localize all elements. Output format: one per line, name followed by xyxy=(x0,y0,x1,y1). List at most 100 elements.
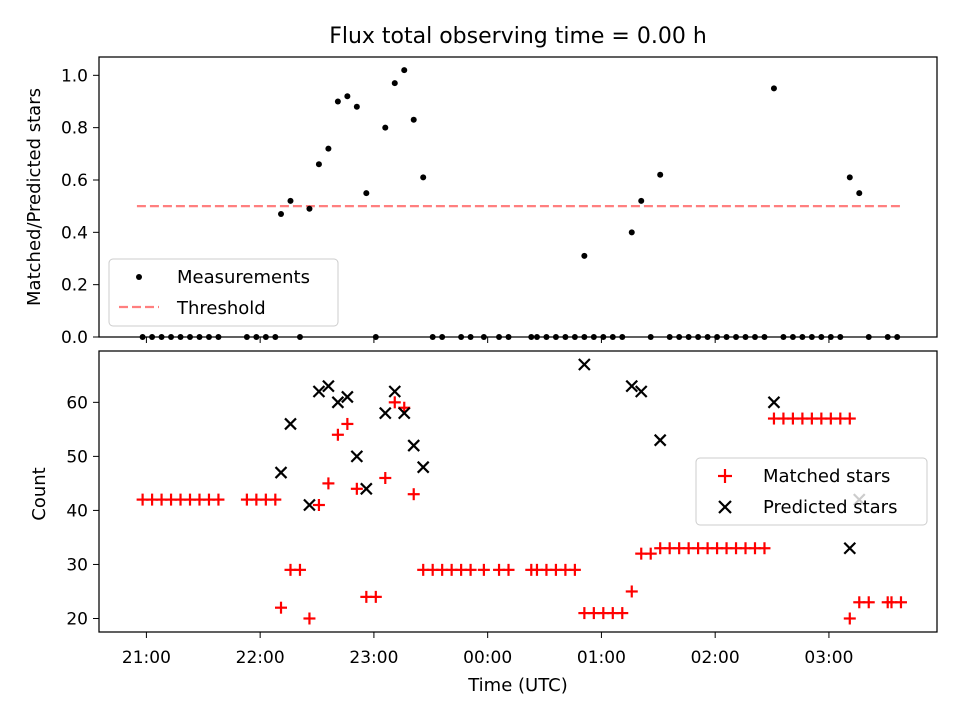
predicted-star-point xyxy=(407,439,421,452)
bottom-legend: Matched stars Predicted stars xyxy=(695,457,928,526)
bottom-y-axis-label: Count xyxy=(29,467,50,520)
measurement-point xyxy=(306,205,313,212)
bottom-y-tick-label: 20 xyxy=(66,609,88,629)
predicted-star-point xyxy=(284,417,297,431)
matched-star-point xyxy=(616,607,629,620)
legend-measurements-marker xyxy=(136,274,142,280)
predicted-star-point xyxy=(379,406,392,420)
measurement-point xyxy=(410,116,417,123)
bottom-y-tick-label: 50 xyxy=(66,447,88,467)
predicted-star-point xyxy=(331,396,345,409)
legend-matched-marker xyxy=(718,469,732,483)
top-y-tick-label: 0.6 xyxy=(61,171,88,191)
legend-predicted-label: Predicted stars xyxy=(763,497,897,518)
bottom-y-tick-label: 40 xyxy=(66,501,88,521)
bottom-markers xyxy=(136,358,907,625)
chart-title: Flux total observing time = 0.00 h xyxy=(329,24,707,49)
matched-star-point xyxy=(464,563,477,576)
predicted-star-point xyxy=(767,396,781,409)
x-tick-label: 03:00 xyxy=(804,648,853,668)
predicted-star-point xyxy=(341,390,354,404)
measurement-point xyxy=(315,161,322,168)
predicted-star-point xyxy=(360,482,373,496)
measurement-point xyxy=(353,103,360,110)
x-tick-label: 01:00 xyxy=(577,648,626,668)
x-tick-label: 21:00 xyxy=(122,648,171,668)
top-y-tick-label: 0.4 xyxy=(61,223,88,243)
top-panel: 0.0 0.2 0.4 0.6 0.8 1.0 Matched/Predicted sta… xyxy=(24,56,938,348)
x-axis-label: Time (UTC) xyxy=(467,675,568,696)
matched-star-point xyxy=(843,412,856,425)
measurement-point xyxy=(856,190,863,197)
predicted-star-point xyxy=(578,358,591,371)
matched-star-point xyxy=(625,585,638,598)
predicted-star-point xyxy=(625,379,639,393)
legend-threshold-label: Threshold xyxy=(176,298,266,319)
measurement-point xyxy=(278,211,285,218)
matched-star-point xyxy=(341,417,354,430)
matched-star-point xyxy=(212,493,225,506)
matched-star-point xyxy=(843,612,856,625)
measurement-point xyxy=(638,197,645,204)
bottom-y-tick-label: 60 xyxy=(66,393,88,413)
bottom-y-tick-label: 30 xyxy=(66,555,88,575)
matched-star-point xyxy=(275,601,288,614)
top-x-ticks xyxy=(145,337,830,343)
predicted-star-point xyxy=(416,460,430,474)
predicted-star-point xyxy=(322,379,335,393)
measurement-point xyxy=(401,67,408,74)
predicted-star-point xyxy=(653,433,667,447)
measurement-point xyxy=(770,85,777,92)
predicted-star-point xyxy=(350,450,364,463)
legend-measurements-label: Measurements xyxy=(177,267,310,288)
measurement-point xyxy=(325,145,332,152)
matched-star-point xyxy=(303,612,316,625)
measurement-point xyxy=(846,174,853,181)
predicted-star-point xyxy=(397,406,411,420)
bottom-panel: 20 30 40 50 60 21:00 22:00 23:00 00:00 01:00 02:0… xyxy=(29,350,938,696)
top-y-ticks: 0.0 0.2 0.4 0.6 0.8 1.0 xyxy=(61,66,99,348)
predicted-star-point xyxy=(843,541,857,555)
matched-star-point xyxy=(369,590,382,603)
x-tick-label: 22:00 xyxy=(236,648,285,668)
bottom-legend-box xyxy=(695,457,928,526)
measurement-point xyxy=(363,190,370,197)
x-tick-label: 23:00 xyxy=(349,648,398,668)
matched-star-point xyxy=(379,471,392,484)
measurement-point xyxy=(382,124,389,131)
measurement-point xyxy=(628,229,635,236)
top-legend: Measurements Threshold xyxy=(108,258,339,327)
x-tick-label: 00:00 xyxy=(463,648,512,668)
top-y-tick-label: 1.0 xyxy=(61,66,88,86)
matched-star-point xyxy=(331,428,344,441)
top-y-axis-label: Matched/Predicted stars xyxy=(24,88,45,306)
matched-star-point xyxy=(269,493,282,506)
predicted-star-point xyxy=(634,385,648,398)
legend-predicted-marker xyxy=(718,500,732,514)
measurement-point xyxy=(334,98,341,105)
matched-star-point xyxy=(293,563,306,576)
x-tick-label: 02:00 xyxy=(691,648,740,668)
matched-star-point xyxy=(322,477,335,490)
matched-star-point xyxy=(502,563,515,576)
predicted-star-point xyxy=(388,385,402,398)
matched-star-point xyxy=(407,488,420,501)
matched-star-point xyxy=(477,563,490,576)
top-y-tick-label: 0.0 xyxy=(61,328,88,348)
top-plot-frame xyxy=(98,56,938,338)
measurement-point xyxy=(657,171,664,178)
matched-star-point xyxy=(758,542,771,555)
matched-star-point xyxy=(350,482,363,495)
measurement-point xyxy=(420,174,427,181)
top-y-tick-label: 0.8 xyxy=(61,119,88,139)
matched-star-point xyxy=(644,547,657,560)
measurement-point xyxy=(287,197,294,204)
matched-star-point xyxy=(862,596,875,609)
matched-star-point xyxy=(894,596,907,609)
measurement-point xyxy=(344,93,351,100)
top-legend-box xyxy=(108,258,339,327)
legend-matched-label: Matched stars xyxy=(763,466,890,487)
predicted-star-point xyxy=(312,385,326,398)
